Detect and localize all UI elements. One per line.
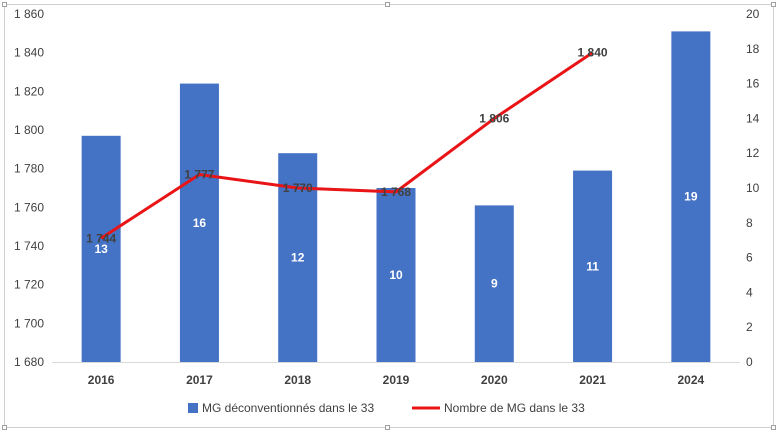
line-data-label: 1 840 (578, 46, 608, 60)
resize-handle[interactable] (771, 425, 776, 430)
left-axis-tick-label: 1 740 (14, 239, 44, 253)
right-axis-tick-label: 14 (746, 111, 760, 125)
line-data-label: 1 768 (381, 185, 411, 199)
x-axis-tick-label: 2020 (481, 373, 508, 387)
legend-swatch-bar (188, 403, 198, 413)
bar-data-label: 16 (193, 216, 207, 230)
left-axis-tick-label: 1 800 (14, 123, 44, 137)
series-line (100, 51, 594, 240)
x-axis-tick-label: 2024 (678, 373, 705, 387)
bar (81, 135, 121, 362)
bar-data-label: 13 (94, 242, 108, 256)
left-axis-tick-label: 1 680 (14, 355, 44, 369)
bar-series: 13 16 12 10 9 11 19 (81, 31, 711, 363)
right-axis-tick-label: 18 (746, 42, 760, 56)
x-axis-tick-label: 2018 (284, 373, 311, 387)
left-axis-tick-label: 1 760 (14, 200, 44, 214)
right-axis-tick-label: 0 (746, 355, 753, 369)
line-data-label: 1 806 (479, 111, 509, 125)
right-axis-tick-label: 12 (746, 146, 760, 160)
x-axis-tick-label: 2017 (186, 373, 213, 387)
bar (671, 31, 711, 363)
resize-handle[interactable] (2, 2, 7, 7)
right-axis-tick-label: 10 (746, 181, 760, 195)
right-axis-tick-label: 16 (746, 77, 760, 91)
bar (573, 170, 613, 362)
right-axis: 0 2 4 6 8 10 12 14 16 18 20 (746, 7, 760, 369)
x-axis: 2016 2017 2018 2019 2020 2021 2024 (52, 362, 740, 387)
bar-data-label: 10 (389, 268, 403, 282)
line-series: 1 744 1 777 1 770 1 768 1 806 1 840 (86, 46, 608, 246)
line-data-label: 1 770 (283, 181, 313, 195)
left-axis-tick-label: 1 820 (14, 84, 44, 98)
x-axis-tick-label: 2016 (88, 373, 115, 387)
left-axis-tick-label: 1 840 (14, 46, 44, 60)
bar-data-label: 11 (586, 259, 599, 273)
bar (474, 205, 514, 362)
right-axis-tick-label: 2 (746, 320, 753, 334)
right-axis-tick-label: 6 (746, 251, 753, 265)
bar (179, 83, 219, 362)
left-axis-tick-label: 1 700 (14, 316, 44, 330)
right-axis-tick-label: 20 (746, 7, 760, 21)
left-axis-tick-label: 1 720 (14, 278, 44, 292)
line-data-label: 1 777 (184, 167, 214, 181)
bar-data-label: 9 (491, 277, 498, 291)
left-axis: 1 680 1 700 1 720 1 740 1 760 1 780 1 800 1 820… (14, 7, 44, 369)
legend-label: MG déconventionnés dans le 33 (202, 401, 374, 415)
resize-handle[interactable] (2, 425, 7, 430)
resize-handle[interactable] (385, 2, 390, 7)
right-axis-tick-label: 8 (746, 216, 753, 230)
legend-label: Nombre de MG dans le 33 (444, 401, 585, 415)
bar-data-label: 12 (291, 251, 305, 265)
line-data-label: 1 744 (86, 231, 116, 245)
resize-handle[interactable] (771, 2, 776, 7)
x-axis-tick-label: 2019 (383, 373, 410, 387)
bar (376, 188, 416, 362)
bar-data-label: 19 (684, 190, 698, 204)
x-axis-tick-label: 2021 (579, 373, 606, 387)
left-axis-tick-label: 1 780 (14, 162, 44, 176)
resize-handle[interactable] (385, 425, 390, 430)
left-axis-tick-label: 1 860 (14, 7, 44, 21)
legend: MG déconventionnés dans le 33 Nombre de M… (188, 401, 585, 415)
right-axis-tick-label: 4 (746, 285, 753, 299)
